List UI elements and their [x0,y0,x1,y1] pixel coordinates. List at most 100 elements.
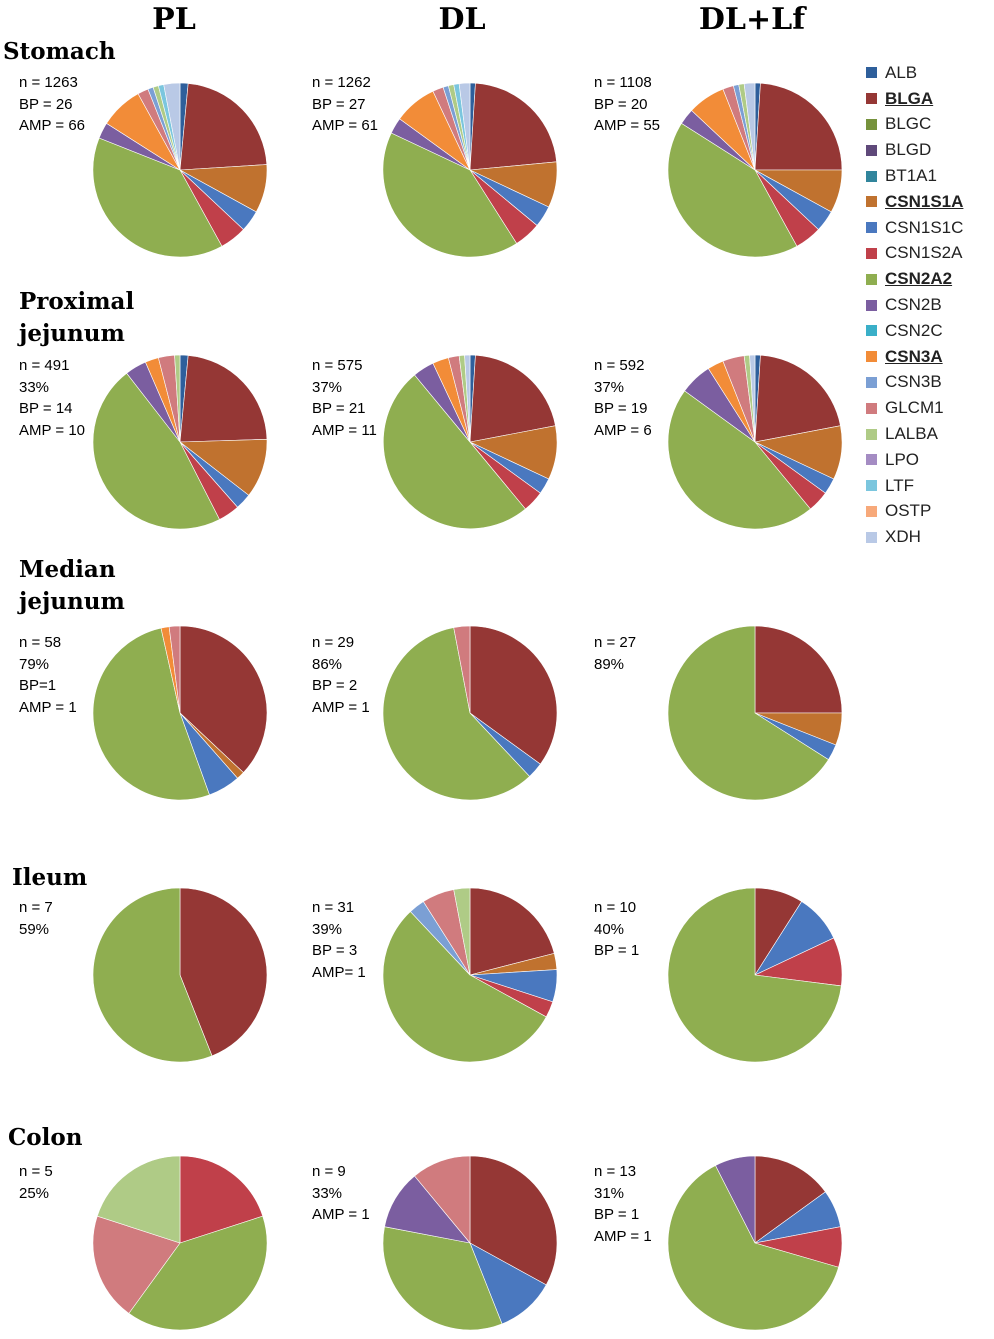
stat-line: n = 592 [594,357,645,374]
pie-chart [383,354,558,530]
stat-line: BP=1 [19,677,57,694]
stat-line: n = 58 [19,634,62,651]
legend-item: BLGA [866,86,963,112]
legend-swatch [866,93,877,105]
pie-slice-csn2a2 [667,887,842,1063]
legend-label: CSN1S1A [885,191,964,211]
legend-swatch [866,222,877,234]
pie-slice-csn2a2 [382,911,547,1063]
row-title-line: Ileum [12,864,88,891]
pie-chart [382,82,558,258]
stat-line: AMP = 10 [19,421,86,439]
stat-line: BP = 19 [594,400,648,417]
legend-item: CSN2C [866,318,963,344]
legend-item: CSN3B [866,370,963,396]
stat-line: AMP = 1 [594,1227,652,1245]
legend-label: ALB [885,62,918,82]
stats-block: n = 5 25% [19,1161,53,1204]
legend: ALB BLGA BLGC BLGD BT1A1 CSN1S1A CSN1S1C CSN1S2… [866,60,963,550]
stats-block: n = 58 79% BP=1 AMP = 1 [19,632,77,718]
row-title-line: Stomach [3,38,116,65]
legend-swatch [866,454,877,466]
pie-slice-csn2a2 [128,1215,268,1331]
pie-chart [92,625,268,801]
stat-line: n = 5 [19,1163,53,1180]
legend-label: OSTP [885,501,932,521]
stat-line: n = 10 [594,899,637,916]
pie-slice-blga [754,625,843,714]
pie-slice-blga [179,355,268,443]
legend-swatch [866,118,877,130]
legend-item: CSN2B [866,292,963,318]
pie-slice-xdh [749,354,756,443]
legend-item: ALB [866,60,963,86]
pie-slice-blga [754,354,841,443]
pie-slice-blga [469,887,555,976]
pie-slice-blga [179,887,268,1057]
stat-line: 37% [594,378,625,396]
stat-line: 59% [19,920,50,938]
stat-line: AMP = 55 [594,117,661,134]
legend-item: BLGD [866,137,963,163]
legend-label: LPO [885,449,920,469]
pie-slice-csn2a2 [92,627,210,801]
pie-slice-xdh [163,82,181,171]
legend-swatch [866,325,877,337]
legend-swatch [866,144,877,156]
stat-line: n = 575 [312,357,363,374]
legend-label: CSN1S1C [885,217,964,237]
row-title: Stomach [3,36,116,68]
stats-block: n = 1108 BP = 20 AMP = 55 [594,72,660,137]
pie-chart [667,354,843,530]
pie-slice-csn2a2 [667,625,829,801]
stat-line: BP = 26 [19,95,73,113]
legend-label: CSN2C [885,320,943,340]
legend-swatch [866,351,877,363]
pie-chart [92,82,268,258]
stat-line: BP = 27 [312,95,366,113]
pie-slice-xdh [743,82,756,171]
pie-slice-csn2a2 [92,887,213,1063]
stat-line: AMP = 1 [19,698,77,716]
legend-swatch [866,67,877,79]
legend-label: BLGD [885,140,932,160]
legend-label: BLGA [885,88,934,108]
legend-swatch [866,170,877,182]
legend-label: CSN2B [885,295,942,315]
stat-line: 86% [312,655,343,673]
stat-line: BP = 3 [312,942,358,959]
legend-label: LTF [885,475,914,495]
stat-line: 40% [594,920,625,938]
legend-item: GLCM1 [866,395,963,421]
stat-line: n = 1263 [19,74,78,91]
row-title-line: jejunum [19,588,125,615]
legend-label: LALBA [885,424,938,444]
stat-line: 37% [312,378,343,396]
legend-swatch [866,376,877,388]
legend-label: BT1A1 [885,166,937,186]
legend-label: CSN3A [885,346,943,366]
stat-line: BP = 1 [594,942,640,959]
pie-slice-xdh [464,354,471,443]
pie-chart [667,625,843,801]
stat-line: 79% [19,655,50,673]
pie-slice-csn2a2 [382,1226,503,1331]
stats-block: n = 575 37% BP = 21 AMP = 11 [312,355,377,441]
pie-slice-glcm1 [92,1215,181,1314]
stats-block: n = 29 86% BP = 2 AMP = 1 [312,632,370,718]
pie-slice-lalba [174,354,181,443]
stat-line: BP = 2 [312,677,358,694]
legend-item: XDH [866,524,963,550]
pie-chart [92,1155,268,1331]
legend-swatch [866,273,877,285]
legend-item: BLGC [866,112,963,138]
pie-slice-lalba [453,887,471,976]
row-title-line: Proximal [19,288,135,315]
pie-chart [382,1155,558,1331]
legend-swatch [866,505,877,517]
stat-line: n = 1108 [594,74,652,91]
stats-block: n = 592 37% BP = 19 AMP = 6 [594,355,652,441]
pie-slice-csn2a2 [382,627,530,801]
legend-label: CSN3B [885,372,942,392]
row-title: Colon [8,1122,82,1154]
